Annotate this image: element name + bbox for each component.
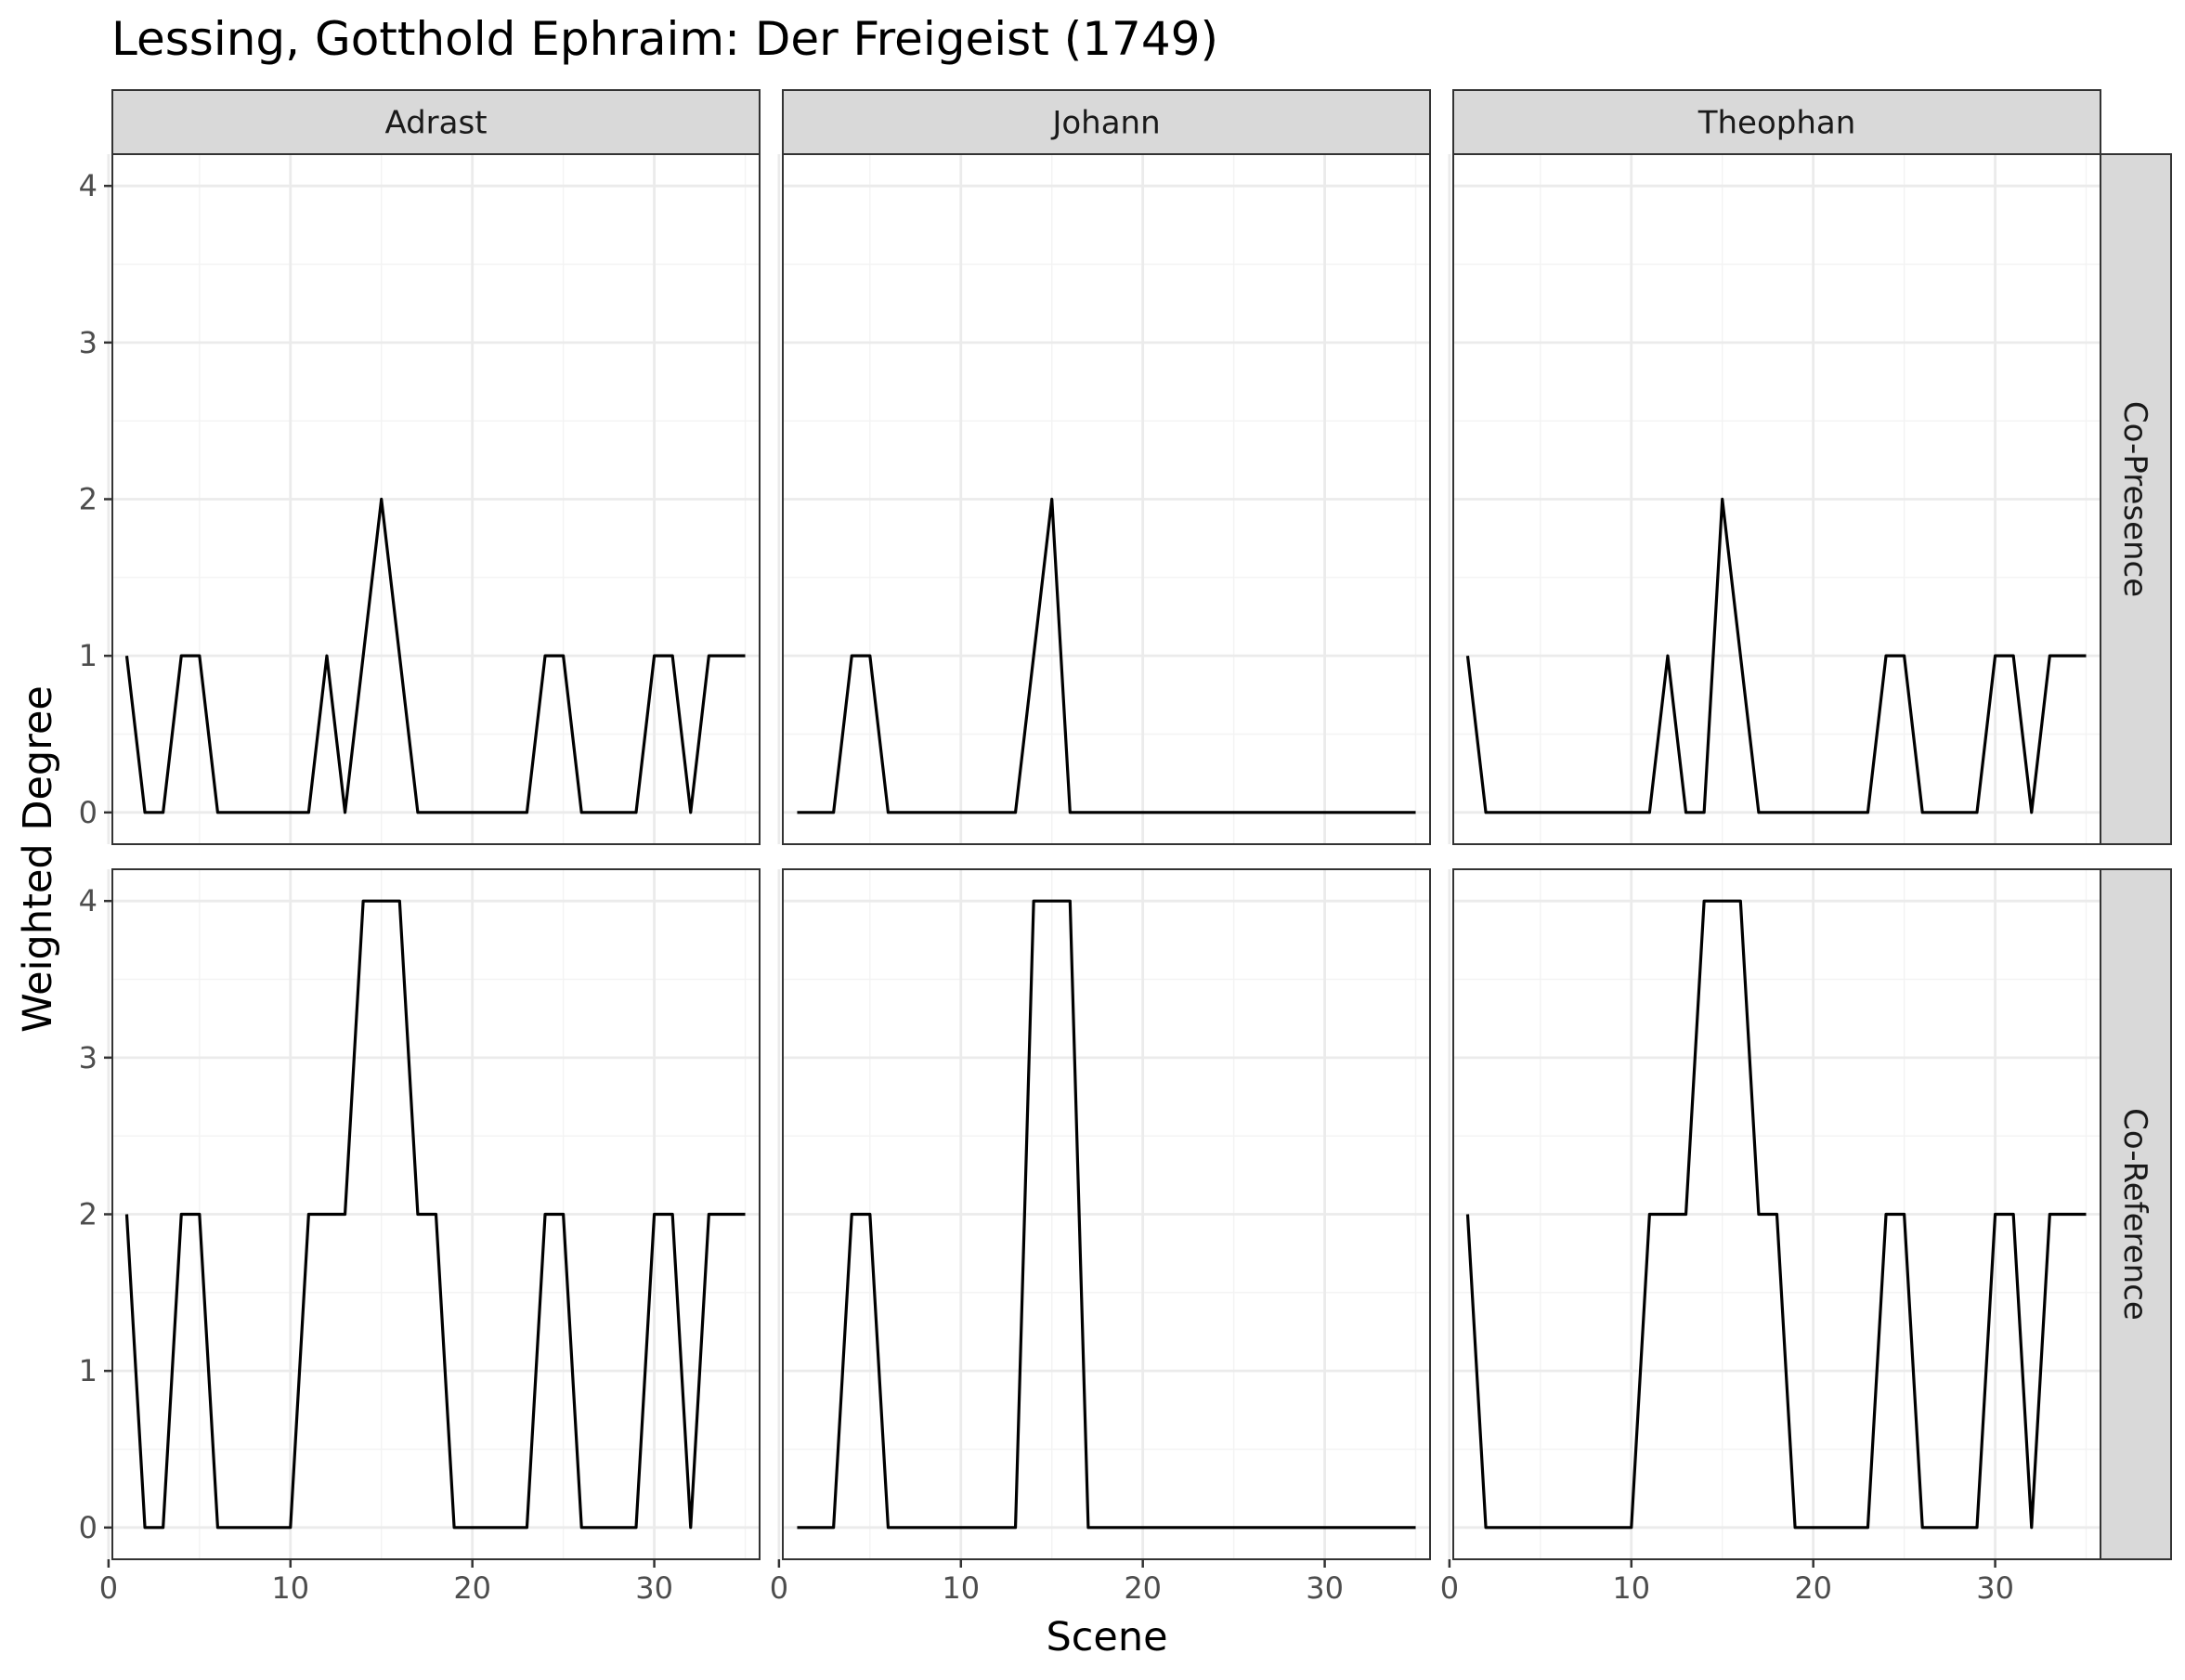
x-tick-label: 30 [1976, 1570, 2014, 1606]
y-tick-label: 0 [79, 795, 98, 830]
panel-adrast-co-reference: 0 1 2 3 4 0 10 20 30 [79, 868, 761, 1606]
column-strip-label: Theophan [1697, 105, 1856, 142]
strip-background [2100, 868, 2172, 1560]
y-tick-label: 4 [79, 883, 98, 918]
column-strip-label: Johann [1050, 105, 1160, 142]
y-tick-label: 2 [79, 1197, 98, 1232]
strip-background [1452, 89, 2101, 155]
chart-title: Lessing, Gotthold Ephraim: Der Freigeist… [111, 12, 1218, 66]
y-tick-label: 1 [79, 1353, 98, 1388]
x-tick-label: 30 [635, 1570, 673, 1606]
panel-theophan-co-reference: 0 10 20 30 [1440, 868, 2101, 1606]
panels-layer: 0 1 2 3 4 0 1 2 3 4 0 10 20 30 0 10 20 30 0 10 20 30 Adrast Joh… [79, 89, 2172, 1606]
series-line-theophan-co-presence [1465, 497, 2087, 814]
row-strip-co-presence: Co-Presence [2100, 153, 2172, 845]
panel-border [782, 868, 1431, 1560]
y-tick-label: 4 [79, 168, 98, 203]
y-tick-label: 1 [79, 638, 98, 673]
x-tick-label: 20 [453, 1570, 491, 1606]
series-line-johann-co-presence [797, 497, 1416, 814]
y-tick-label: 2 [79, 482, 98, 517]
x-tick-label: 20 [1794, 1570, 1832, 1606]
row-strip-label: Co-Presence [2116, 401, 2153, 597]
panel-johann-co-reference: 0 10 20 30 [770, 868, 1431, 1606]
panel-johann-co-presence [777, 153, 1431, 845]
series-line-johann-co-reference [797, 899, 1416, 1530]
strip-background [782, 89, 1431, 155]
x-tick-label: 10 [1612, 1570, 1650, 1606]
x-tick-label: 20 [1124, 1570, 1162, 1606]
series-line-adrast-co-reference [124, 899, 746, 1530]
series-line-theophan-co-reference [1465, 899, 2087, 1530]
x-axis-title: Scene [1046, 1614, 1167, 1660]
column-strip-label: Adrast [384, 105, 487, 142]
series-line-adrast-co-presence [124, 497, 746, 814]
x-tick-label: 0 [770, 1570, 788, 1606]
y-tick-label: 3 [79, 1040, 98, 1075]
column-strip-johann: Johann [782, 89, 1431, 155]
x-tick-label: 0 [99, 1570, 118, 1606]
strip-background [2100, 153, 2172, 845]
panel-theophan-co-presence [1448, 153, 2101, 845]
row-strip-label: Co-Reference [2116, 1108, 2153, 1321]
x-tick-label: 0 [1440, 1570, 1459, 1606]
row-strip-co-reference: Co-Reference [2100, 868, 2172, 1560]
column-strip-theophan: Theophan [1452, 89, 2101, 155]
y-tick-label: 0 [79, 1510, 98, 1545]
y-axis-title: Weighted Degree [15, 685, 61, 1033]
x-tick-label: 10 [271, 1570, 309, 1606]
column-strip-adrast: Adrast [111, 89, 761, 155]
x-tick-label: 30 [1306, 1570, 1344, 1606]
x-tick-label: 10 [942, 1570, 980, 1606]
strip-background [111, 89, 761, 155]
y-tick-label: 3 [79, 325, 98, 360]
panel-adrast-co-presence: 0 1 2 3 4 [79, 153, 761, 845]
